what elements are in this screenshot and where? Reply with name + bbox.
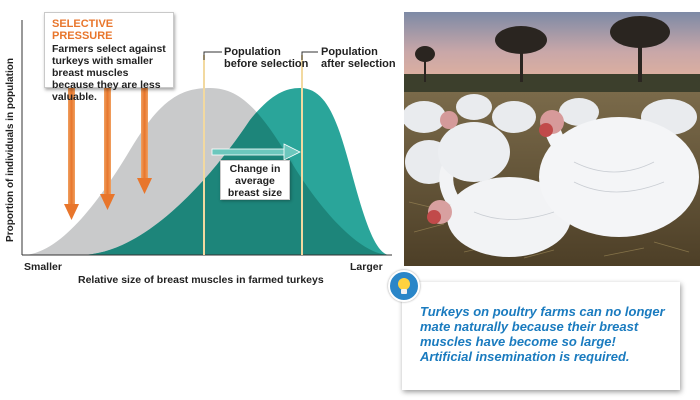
y-axis-label: Proportion of individuals in population: [5, 58, 16, 242]
callout-title: SELECTIVE PRESSURE: [52, 18, 114, 42]
arrow-right-icon: [211, 143, 301, 161]
arrow-down-icon: [137, 88, 152, 194]
after-label-bracket: [301, 51, 318, 60]
selective-pressure-callout: SELECTIVE PRESSURE Farmers select agains…: [44, 12, 174, 103]
before-label-bracket: [203, 51, 222, 60]
callout-body: Farmers select against turkeys with smal…: [52, 43, 166, 103]
before-selection-label: Population before selection: [224, 46, 309, 70]
note-text: Turkeys on poultry farms can no longer m…: [420, 304, 665, 364]
x-min-label: Smaller: [24, 261, 62, 273]
arrow-down-icon: [64, 88, 79, 220]
change-label-box: Change in average breast size: [220, 160, 290, 200]
after-selection-label: Population after selection: [321, 46, 396, 70]
x-axis-label: Relative size of breast muscles in farme…: [78, 274, 324, 286]
turkey-photo: [404, 12, 700, 266]
lightbulb-icon: [388, 270, 420, 302]
arrow-down-icon: [100, 88, 115, 210]
x-max-label: Larger: [350, 261, 383, 273]
note-card: Turkeys on poultry farms can no longer m…: [402, 282, 680, 390]
